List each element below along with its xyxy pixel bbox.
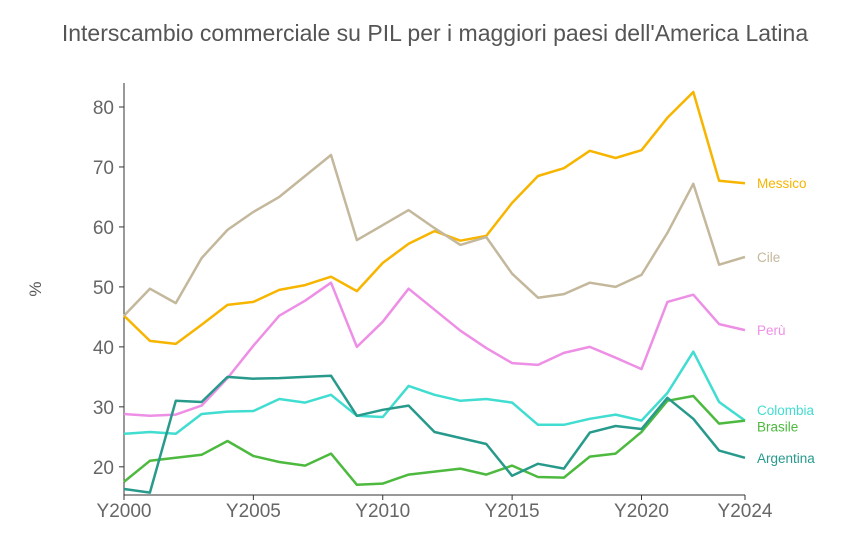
series-line-argentina (123, 374, 746, 494)
y-tick-label: 50 (93, 278, 114, 299)
series-label-colombia: Colombia (757, 403, 815, 418)
y-tick-label: 20 (93, 458, 114, 479)
y-tick-label: 40 (93, 338, 114, 359)
series-line-colombia (123, 350, 746, 436)
x-tick-label: Y2000 (97, 501, 152, 522)
series-label-messico: Messico (757, 176, 807, 191)
series-line-cile (123, 153, 746, 317)
chart-title: Interscambio commerciale su PIL per i ma… (62, 20, 808, 46)
y-tick-label: 80 (93, 98, 114, 119)
y-tick-label: 60 (93, 218, 114, 239)
x-tick-label: Y2005 (226, 501, 281, 522)
y-tick-label: 70 (93, 158, 114, 179)
x-tick-label: Y2015 (485, 501, 540, 522)
x-tick-label: Y2020 (614, 501, 669, 522)
series-label-brasile: Brasile (757, 420, 798, 435)
axes: 20 30 40 50 60 70 80 Y2000 Y2005 Y2010 Y2015 Y2020 Y… (93, 83, 773, 522)
y-tick-label: 30 (93, 398, 114, 419)
x-tick-label: Y2010 (355, 501, 410, 522)
series-label-perù: Perù (757, 323, 786, 338)
series-label-cile: Cile (757, 250, 780, 265)
series-line-messico (123, 90, 746, 346)
series-labels: Messico Cile Perù Colombia Brasile Argentina (757, 176, 815, 466)
series-line-brasile (123, 394, 746, 487)
series-lines (123, 90, 746, 494)
y-axis-label: % (26, 281, 45, 296)
series-label-argentina: Argentina (757, 451, 815, 466)
x-tick-label: Y2024 (718, 501, 773, 522)
